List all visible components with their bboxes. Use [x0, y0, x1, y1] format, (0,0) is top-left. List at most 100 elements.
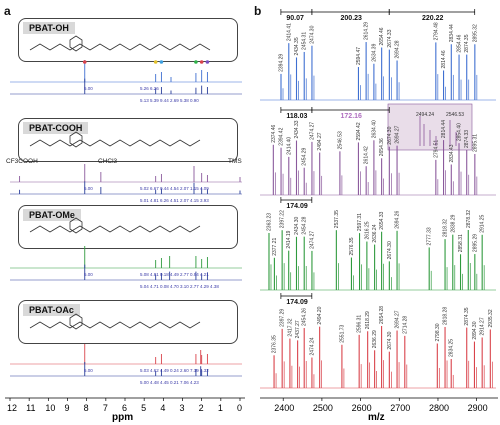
- integral-label: 5.00: [84, 186, 93, 191]
- assignment-dot: [82, 60, 87, 64]
- peak-label: 2437.27: [295, 320, 301, 338]
- integral-label: 5.00: [84, 272, 93, 277]
- tick-label: 1: [218, 403, 223, 413]
- assignment-dot: [159, 60, 164, 64]
- peak-label: 2794.48: [433, 22, 439, 40]
- peak-label: 2654.33: [379, 211, 385, 229]
- peak-label: 2596.31: [357, 315, 363, 333]
- peak-label: 2434.35: [294, 37, 300, 55]
- peak-label: 2874.33: [464, 130, 470, 148]
- peak-label: 2636.24: [372, 224, 378, 242]
- panel-b-xlabel: m/z: [368, 412, 385, 423]
- peak-label: 2814.46: [441, 50, 447, 68]
- peak-label: 2814.44: [441, 120, 447, 138]
- tick-label: 6: [122, 403, 127, 413]
- peak-label: 2551.73: [339, 324, 345, 342]
- peak-label: 2576.35: [349, 237, 355, 255]
- sample-label: PBAT-OH: [23, 22, 75, 34]
- peak-label: 2834.25: [449, 339, 455, 357]
- peak-label: 2454.28: [302, 216, 308, 234]
- peak-label: 2634.40: [371, 120, 377, 138]
- panel-a-letter: a: [4, 4, 11, 18]
- delta-label: 174.09: [286, 203, 308, 210]
- tick-label: 12: [7, 403, 17, 413]
- peak-label: 2895.29: [472, 234, 478, 252]
- integral-values: 5.02 6.67 0.44 4.54 2.07 1.15 4.09: [140, 186, 209, 191]
- structure-box-pbat-cooh: PBAT-COOH: [18, 118, 238, 162]
- inset-label: 2494.24: [416, 112, 434, 118]
- peak-label: 2674.33: [387, 29, 393, 47]
- tick-label: 2600: [352, 403, 372, 413]
- peak-label: 2614.29: [364, 22, 370, 40]
- peak-label: 2674.30: [387, 126, 393, 144]
- peak-label: 2895.32: [472, 24, 478, 42]
- tick-label: 4: [160, 403, 165, 413]
- peak-label: 2594.42: [356, 122, 362, 140]
- peak-label: 2474.30: [309, 25, 315, 43]
- peak-label: 2594.47: [356, 47, 362, 65]
- tick-label: 3: [180, 403, 185, 413]
- peak-label: 2694.26: [395, 211, 401, 229]
- peak-label: 2878.32: [466, 210, 472, 228]
- peak-label: 2674.30: [387, 241, 393, 259]
- integral-values-lower: 5.04 4.71 0.08 4.70 3.10 2.77 4.29 4.38: [140, 284, 219, 289]
- peak-label: 2674.30: [387, 331, 393, 349]
- peak-label: 2434.30: [294, 217, 300, 235]
- peak-label: 2914.27: [480, 317, 486, 335]
- integral-label: 5.00: [84, 86, 93, 91]
- tick-label: 5: [141, 403, 146, 413]
- peak-label: 2636.29: [372, 330, 378, 348]
- solvent-label-tms: TMS: [228, 158, 242, 165]
- peak-label: 2794.51: [433, 140, 439, 158]
- structure-box-pbat-ome: PBAT-OMe: [18, 205, 238, 249]
- sample-label: PBAT-COOH: [23, 122, 89, 134]
- delta-label: 90.07: [286, 15, 304, 22]
- peak-label: 2414.19: [286, 230, 292, 248]
- panel-a-xlabel: ppm: [112, 412, 133, 423]
- solvent-label-cf3cooh: CF3COOH: [6, 158, 38, 165]
- peak-label: 2818.28: [443, 307, 449, 325]
- assignment-dot: [199, 60, 204, 64]
- peak-label: 2935.32: [488, 309, 494, 327]
- peak-label: 2895.31: [472, 134, 478, 152]
- peak-label: 2798.30: [435, 323, 441, 341]
- assignment-dot: [194, 60, 198, 64]
- delta-label: 118.03: [286, 113, 307, 120]
- peak-label: 2616.25: [364, 221, 370, 239]
- tick-label: 2500: [313, 403, 333, 413]
- delta-label: 200.23: [341, 15, 363, 22]
- peak-label: 2654.28: [379, 306, 385, 324]
- peak-label: 2454.31: [302, 32, 308, 50]
- sample-label: PBAT-OMe: [23, 209, 81, 221]
- peak-label: 2874.35: [464, 34, 470, 52]
- integral-values: 5.03 4.62 4.49 0.24 2.60 7.19 4.32: [140, 368, 209, 373]
- peak-label: 2614.42: [364, 146, 370, 164]
- peak-label: 2537.35: [334, 210, 340, 228]
- peak-label: 2494.27: [317, 132, 323, 150]
- tick-label: 10: [45, 403, 55, 413]
- peak-label: 2694.27: [395, 310, 401, 328]
- peak-label: 2397.22: [280, 210, 286, 228]
- integral-values-lower: 5.13 5.39 9.44 2.69 5.38 0.90: [140, 98, 199, 103]
- peak-label: 2414.40: [286, 137, 292, 155]
- peak-label: 2874.35: [464, 307, 470, 325]
- peak-label: 2454.29: [302, 147, 308, 165]
- peak-label: 2374.46: [271, 125, 277, 143]
- sample-label: PBAT-OAc: [23, 304, 80, 316]
- tick-label: 2: [199, 403, 204, 413]
- peak-label: 2854.40: [457, 123, 463, 141]
- assignment-dot: [153, 60, 158, 64]
- peak-label: 2434.33: [294, 120, 300, 138]
- peak-label: 2694.28: [395, 40, 401, 58]
- tick-label: 0: [237, 403, 242, 413]
- peak-label: 2654.46: [379, 27, 385, 45]
- panel-a-nmr-svg: 5.00 5.26 6.26 5.13 5.39 9.44 2.69 5.38 0.…: [5, 35, 245, 423]
- peak-label: 2474.27: [309, 231, 315, 249]
- peak-label: 2714.28: [402, 316, 408, 334]
- integral-values: 5.26 6.26: [140, 86, 159, 91]
- peak-label: 2474.27: [309, 122, 315, 140]
- peak-label: 2838.29: [450, 214, 456, 232]
- peak-label: 2377.21: [272, 238, 278, 256]
- peak-label: 2618.29: [365, 311, 371, 329]
